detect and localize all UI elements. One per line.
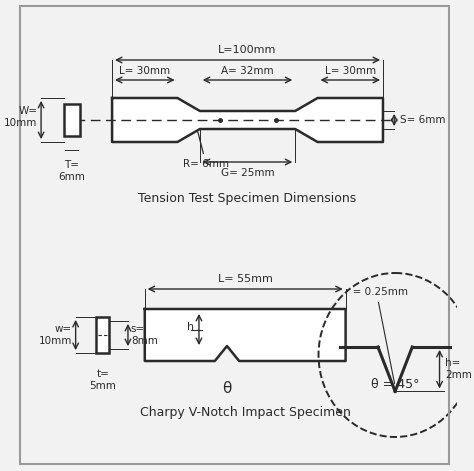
Text: θ = 45°: θ = 45° <box>371 379 419 391</box>
Text: h: h <box>187 323 194 333</box>
Text: h=
2mm: h= 2mm <box>445 358 472 380</box>
Text: t=
5mm: t= 5mm <box>89 369 116 390</box>
Text: L=100mm: L=100mm <box>219 45 277 55</box>
Text: T=
6mm: T= 6mm <box>58 160 85 182</box>
Text: θ: θ <box>222 381 232 396</box>
Text: R= 6mm: R= 6mm <box>183 132 229 169</box>
Text: r = 0.25mm: r = 0.25mm <box>345 287 408 383</box>
Text: Tension Test Specimen Dimensions: Tension Test Specimen Dimensions <box>138 192 356 205</box>
Polygon shape <box>112 98 383 142</box>
Bar <box>64 104 80 136</box>
Text: Charpy V-Notch Impact Specimen: Charpy V-Notch Impact Specimen <box>140 406 351 419</box>
Text: A= 32mm: A= 32mm <box>221 66 274 76</box>
Text: L= 30mm: L= 30mm <box>119 66 170 76</box>
Bar <box>96 317 109 353</box>
Text: L= 30mm: L= 30mm <box>325 66 376 76</box>
Text: w=
10mm: w= 10mm <box>38 324 72 346</box>
Text: W=
10mm: W= 10mm <box>4 106 37 128</box>
Polygon shape <box>145 309 346 361</box>
Text: s=
8mm: s= 8mm <box>131 324 158 346</box>
Text: L= 55mm: L= 55mm <box>218 274 273 284</box>
Text: G= 25mm: G= 25mm <box>221 168 274 178</box>
Text: S= 6mm: S= 6mm <box>400 115 445 125</box>
